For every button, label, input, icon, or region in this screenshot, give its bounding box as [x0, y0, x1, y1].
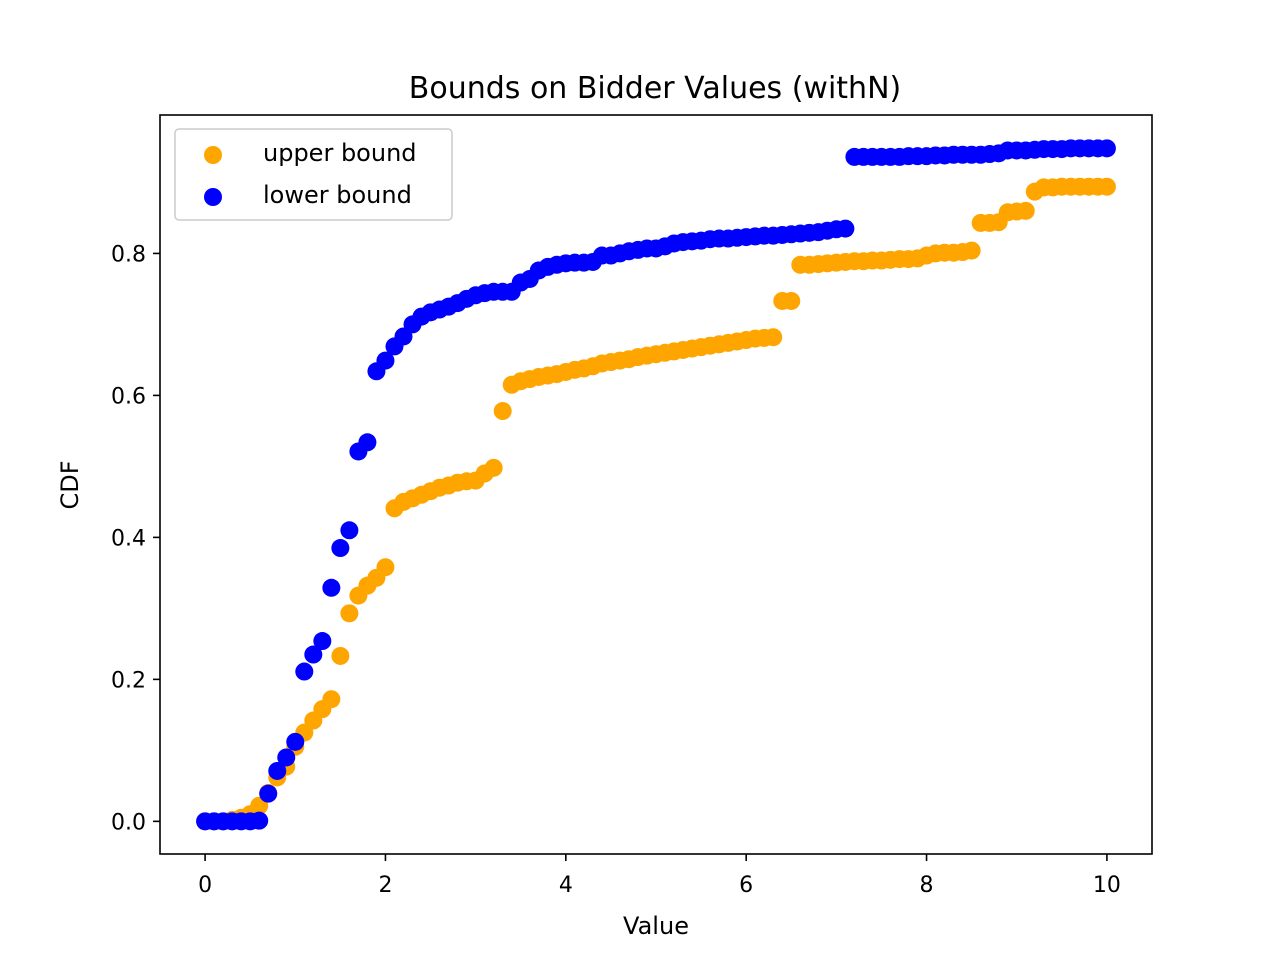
- plot-area: [196, 139, 1116, 831]
- chart-title: Bounds on Bidder Values (withN): [409, 71, 901, 106]
- point-lower-bound-10: [286, 732, 305, 751]
- series-lower-bound: [196, 139, 1116, 831]
- y-tick-label: 0.4: [111, 526, 146, 551]
- legend-box: [174, 128, 453, 221]
- point-lower-bound-9: [277, 748, 296, 767]
- x-tick-label: 6: [739, 873, 753, 898]
- point-lower-bound-6: [250, 811, 269, 830]
- point-lower-bound-14: [322, 578, 341, 597]
- y-tick-label: 0.0: [111, 810, 146, 835]
- x-tick-label: 8: [920, 873, 934, 898]
- legend-label-upper-bound: upper bound: [263, 139, 417, 167]
- point-lower-bound-12: [304, 645, 323, 664]
- point-upper-bound-14: [322, 690, 341, 709]
- x-tick-label: 2: [378, 873, 392, 898]
- point-lower-bound-20: [376, 351, 395, 370]
- point-upper-bound-15: [331, 646, 350, 665]
- x-tick-label: 0: [198, 873, 212, 898]
- y-tick-label: 0.2: [111, 668, 146, 693]
- y-axis-label: CDF: [56, 460, 84, 509]
- point-upper-bound-63: [764, 328, 783, 347]
- point-lower-bound-100: [1097, 139, 1116, 158]
- y-tick-label: 0.8: [111, 242, 146, 267]
- legend-marker-upper-bound: [204, 146, 222, 164]
- y-tick-label: 0.6: [111, 384, 146, 409]
- point-lower-bound-71: [836, 219, 855, 238]
- point-upper-bound-65: [782, 291, 801, 310]
- axes-frame: [159, 114, 1153, 855]
- legend: upper bound lower bound: [174, 128, 453, 221]
- point-lower-bound-13: [313, 632, 332, 651]
- point-upper-bound-100: [1097, 177, 1116, 196]
- point-upper-bound-20: [376, 558, 395, 577]
- legend-label-lower-bound: lower bound: [263, 181, 412, 209]
- point-lower-bound-8: [268, 761, 287, 780]
- point-upper-bound-33: [493, 402, 512, 421]
- point-upper-bound-85: [962, 241, 981, 260]
- point-upper-bound-16: [340, 604, 359, 623]
- point-lower-bound-18: [358, 433, 377, 452]
- legend-marker-lower-bound: [204, 188, 222, 206]
- point-upper-bound-32: [484, 458, 503, 477]
- point-upper-bound-91: [1016, 201, 1035, 220]
- x-tick-label: 10: [1093, 873, 1121, 898]
- point-lower-bound-16: [340, 521, 359, 540]
- point-lower-bound-15: [331, 539, 350, 558]
- point-lower-bound-11: [295, 662, 314, 681]
- x-axis-label: Value: [623, 912, 689, 940]
- x-tick-label: 4: [559, 873, 573, 898]
- axis-ticks: 0 2 4 6 8 10 0.0 0.2 0.4 0.6 0.8: [111, 242, 1121, 898]
- point-lower-bound-7: [259, 784, 278, 803]
